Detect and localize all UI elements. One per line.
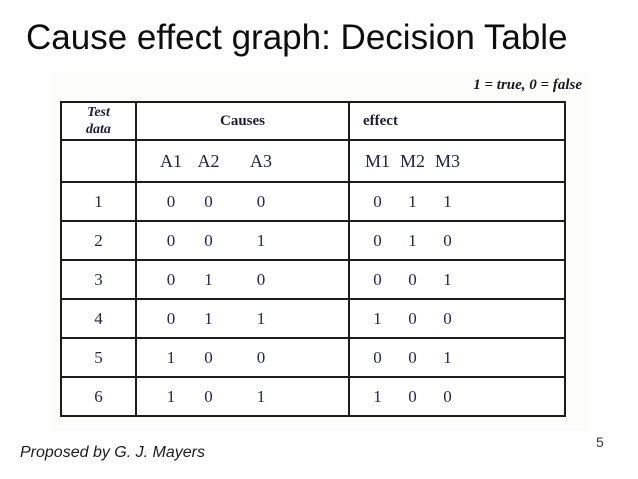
cause-value-a3: 0 xyxy=(256,347,266,367)
test-number-cell: 1 xyxy=(60,181,137,222)
cause-value-a1: 0 xyxy=(166,308,176,328)
cause-value-a1: 1 xyxy=(166,347,176,367)
effect-value-m3: 1 xyxy=(443,347,452,367)
test-number-cell: 3 xyxy=(60,259,137,300)
effect-values-cell: 0 0 1 xyxy=(348,337,566,378)
cause-value-a2: 1 xyxy=(204,269,213,289)
cause-values-cell: 0 0 0 xyxy=(135,181,350,222)
column-label-a3: A3 xyxy=(250,150,272,171)
cause-value-a1: 0 xyxy=(166,230,176,250)
cause-value-a3: 1 xyxy=(256,386,266,406)
table-row-5: 5 1 0 0 0 0 1 xyxy=(60,337,566,378)
effect-value-m3: 0 xyxy=(443,308,452,328)
table-row-3: 3 0 1 0 0 0 1 xyxy=(60,259,566,300)
cause-value-a2: 0 xyxy=(204,386,213,406)
effect-values-cell: 1 0 0 xyxy=(348,298,566,339)
table-header-row: Test data Causes effect xyxy=(60,101,566,141)
test-data-header-cell: Test data xyxy=(60,101,137,141)
causes-header-cell: Causes xyxy=(135,101,350,141)
page-title: Cause effect graph: Decision Table xyxy=(26,18,568,57)
cause-value-a1: 0 xyxy=(166,191,176,211)
cause-values-cell: 0 0 1 xyxy=(135,220,350,261)
effect-value-m2: 0 xyxy=(408,308,417,328)
effect-value-m2: 1 xyxy=(408,191,417,211)
effect-values-cell: 1 0 0 xyxy=(348,376,566,417)
column-label-m2: M2 xyxy=(399,150,425,171)
cause-column-labels-cell: A1 A2 A3 xyxy=(135,139,350,183)
effect-value-m3: 0 xyxy=(443,230,452,250)
cause-value-a2: 0 xyxy=(204,191,213,211)
cause-values-cell: 1 0 1 xyxy=(135,376,350,417)
effect-value-m1: 1 xyxy=(373,386,382,406)
effect-value-m1: 0 xyxy=(373,269,382,289)
cause-values-cell: 1 0 0 xyxy=(135,337,350,378)
test-data-header-line1: Test xyxy=(87,104,110,120)
effect-column-labels-cell: M1 M2 M3 xyxy=(348,139,566,183)
cause-value-a2: 0 xyxy=(204,230,213,250)
effect-values-cell: 0 0 1 xyxy=(348,259,566,300)
effect-value-m3: 1 xyxy=(443,191,452,211)
table-subheader-row: A1 A2 A3 M1 M2 M3 xyxy=(60,139,566,183)
page-number: 5 xyxy=(596,434,604,450)
empty-corner-cell xyxy=(60,139,137,183)
effect-value-m2: 0 xyxy=(408,269,417,289)
effect-value-m2: 0 xyxy=(408,386,417,406)
test-number-cell: 2 xyxy=(60,220,137,261)
table-row-1: 1 0 0 0 0 1 1 xyxy=(60,181,566,222)
effect-value-m1: 1 xyxy=(373,308,382,328)
column-label-m1: M1 xyxy=(364,150,390,171)
test-data-header-line2: data xyxy=(86,122,111,137)
test-number-cell: 6 xyxy=(60,376,137,417)
table-row-2: 2 0 0 1 0 1 0 xyxy=(60,220,566,261)
cause-value-a3: 0 xyxy=(256,191,266,211)
column-label-m3: M3 xyxy=(434,150,460,171)
decision-table: Test data Causes effect A1 A2 A3 xyxy=(60,101,566,417)
column-label-a2: A2 xyxy=(197,150,220,171)
effect-value-m3: 0 xyxy=(443,386,452,406)
effect-value-m1: 0 xyxy=(373,347,382,367)
table-row-6: 6 1 0 1 1 0 0 xyxy=(60,376,566,417)
effect-value-m2: 1 xyxy=(408,230,417,250)
cause-values-cell: 0 1 0 xyxy=(135,259,350,300)
effect-values-cell: 0 1 1 xyxy=(348,181,566,222)
effect-value-m2: 0 xyxy=(408,347,417,367)
footer-credit: Proposed by G. J. Mayers xyxy=(20,444,205,461)
cause-value-a3: 1 xyxy=(256,308,266,328)
decision-table-container: Test data Causes effect A1 A2 A3 xyxy=(60,101,566,417)
cause-values-cell: 0 1 1 xyxy=(135,298,350,339)
cause-value-a1: 0 xyxy=(166,269,176,289)
effect-header-cell: effect xyxy=(348,101,566,141)
cause-value-a3: 1 xyxy=(256,230,266,250)
legend-note: 1 = true, 0 = false xyxy=(473,77,582,93)
cause-value-a2: 0 xyxy=(204,347,213,367)
effect-values-cell: 0 1 0 xyxy=(348,220,566,261)
effect-value-m1: 0 xyxy=(373,191,382,211)
test-number-cell: 4 xyxy=(60,298,137,339)
effect-value-m1: 0 xyxy=(373,230,382,250)
cause-value-a3: 0 xyxy=(256,269,266,289)
test-number-cell: 5 xyxy=(60,337,137,378)
table-row-4: 4 0 1 1 1 0 0 xyxy=(60,298,566,339)
cause-value-a1: 1 xyxy=(166,386,176,406)
column-label-a1: A1 xyxy=(160,150,182,171)
effect-value-m3: 1 xyxy=(443,269,452,289)
cause-value-a2: 1 xyxy=(204,308,213,328)
